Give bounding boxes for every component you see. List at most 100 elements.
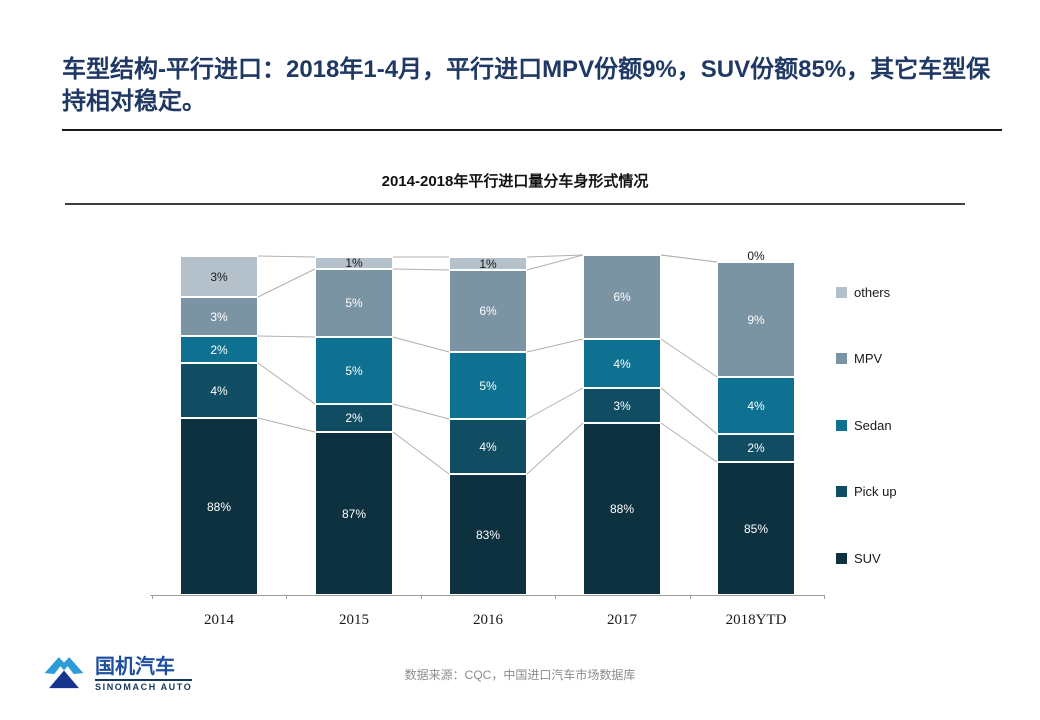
- bar-segment-others: 1%: [315, 257, 393, 269]
- bar-segment-suv: 88%: [583, 423, 661, 595]
- series-connector-line: [257, 335, 316, 338]
- x-axis-tick: [824, 595, 825, 599]
- logo-name-en: SINOMACH AUTO: [95, 678, 193, 692]
- x-axis-label: 2016: [473, 612, 503, 628]
- bar-segment-suv: 85%: [717, 462, 795, 595]
- segment-value-label: 85%: [743, 521, 769, 536]
- bar-segment-pick-up: 4%: [180, 363, 258, 418]
- series-connector-line: [660, 254, 718, 263]
- series-connector-line: [392, 403, 450, 420]
- x-axis-line: [150, 595, 825, 596]
- logo-name-cn: 国机汽车: [95, 655, 175, 678]
- segment-value-label: 87%: [341, 506, 367, 521]
- legend-label: Sedan: [854, 418, 892, 433]
- legend-label: Pick up: [854, 484, 897, 499]
- segment-value-label: 6%: [613, 290, 631, 304]
- bar-segment-sedan: 5%: [315, 337, 393, 404]
- bar-segment-mpv: 5%: [315, 269, 393, 337]
- legend-swatch-icon: [836, 287, 847, 298]
- segment-value-label: 1%: [345, 256, 363, 270]
- legend-item-suv: SUV: [836, 551, 881, 566]
- legend-swatch-icon: [836, 420, 847, 431]
- segment-value-label: 3%: [210, 309, 228, 324]
- segment-value-label: 3%: [613, 398, 631, 413]
- series-connector-line: [257, 362, 316, 405]
- bar-segment-pick-up: 3%: [583, 388, 661, 423]
- legend-label: MPV: [854, 351, 883, 366]
- segment-value-label: 4%: [747, 398, 765, 413]
- segment-value-label: 83%: [475, 527, 501, 542]
- legend-swatch-icon: [836, 553, 847, 564]
- legend-label: others: [854, 285, 891, 300]
- series-connector-line: [257, 255, 316, 258]
- series-connector-line: [257, 417, 316, 433]
- segment-value-label: 9%: [747, 312, 765, 327]
- bar-segment-others: 3%: [180, 256, 258, 297]
- segment-value-label: 88%: [206, 499, 232, 514]
- x-axis-tick: [286, 595, 287, 599]
- legend-label: SUV: [854, 551, 881, 566]
- bar-segment-pick-up: 2%: [717, 434, 795, 462]
- series-connector-line: [660, 422, 718, 463]
- sinomach-logo-icon: [44, 657, 84, 689]
- x-axis-label: 2017: [607, 612, 637, 628]
- segment-value-label: 4%: [210, 383, 228, 398]
- series-connector-line: [392, 268, 450, 271]
- x-axis-tick: [555, 595, 556, 599]
- bar-segment-mpv: 6%: [583, 255, 661, 339]
- bar-segment-pick-up: 4%: [449, 419, 527, 474]
- series-connector-line: [392, 431, 450, 475]
- page-title: 车型结构-平行进口：2018年1-4月，平行进口MPV份额9%，SUV份额85%…: [62, 56, 991, 115]
- bar-segment-mpv: 9%: [717, 262, 795, 377]
- bar-segment-pick-up: 2%: [315, 404, 393, 432]
- chart-title-divider: [65, 203, 965, 205]
- bar-segment-suv: 83%: [449, 474, 527, 595]
- segment-value-label: 2%: [345, 411, 363, 425]
- segment-value-label: 88%: [609, 502, 635, 516]
- bar-segment-mpv: 6%: [449, 270, 527, 352]
- series-connector-line: [526, 254, 584, 258]
- x-axis-label: 2018YTD: [725, 612, 787, 628]
- legend-swatch-icon: [836, 486, 847, 497]
- segment-value-label: 0%: [747, 249, 765, 263]
- legend-item-pick-up: Pick up: [836, 484, 897, 499]
- legend-item-sedan: Sedan: [836, 418, 892, 433]
- series-connector-line: [526, 338, 584, 353]
- bar-segment-sedan: 4%: [583, 339, 661, 388]
- x-axis-label: 2014: [204, 612, 234, 628]
- series-connector-line: [392, 336, 450, 353]
- company-logo: 国机汽车 SINOMACH AUTO: [42, 652, 193, 696]
- segment-value-label: 5%: [479, 378, 497, 393]
- x-axis-label: 2015: [339, 612, 369, 628]
- x-axis-tick: [152, 595, 153, 599]
- segment-value-label: 5%: [345, 363, 363, 378]
- series-connector-line: [660, 338, 718, 378]
- series-connector-line: [526, 422, 584, 475]
- legend-item-mpv: MPV: [836, 351, 882, 366]
- bar-segment-sedan: 4%: [717, 377, 795, 434]
- legend-swatch-icon: [836, 353, 847, 364]
- series-connector-line: [526, 387, 584, 420]
- segment-value-label: 3%: [210, 269, 228, 284]
- title-divider: [62, 129, 1002, 131]
- bar-segment-sedan: 5%: [449, 352, 527, 419]
- segment-value-label: 2%: [210, 342, 228, 357]
- series-connector-line: [526, 254, 584, 271]
- segment-value-label: 1%: [479, 256, 497, 271]
- series-connector-line: [660, 387, 718, 435]
- legend-item-others: others: [836, 285, 890, 300]
- x-axis-tick: [690, 595, 691, 599]
- logo-text-block: 国机汽车 SINOMACH AUTO: [95, 655, 193, 692]
- series-connector-line: [257, 268, 316, 298]
- x-axis-tick: [421, 595, 422, 599]
- bar-segment-suv: 87%: [315, 432, 393, 595]
- chart-title: 2014-2018年平行进口量分车身形式情况: [381, 173, 649, 190]
- bar-segment-others: 1%: [449, 257, 527, 270]
- bar-segment-mpv: 3%: [180, 297, 258, 336]
- segment-value-label: 2%: [747, 441, 765, 455]
- segment-value-label: 5%: [345, 296, 363, 310]
- segment-value-label: 4%: [613, 356, 631, 371]
